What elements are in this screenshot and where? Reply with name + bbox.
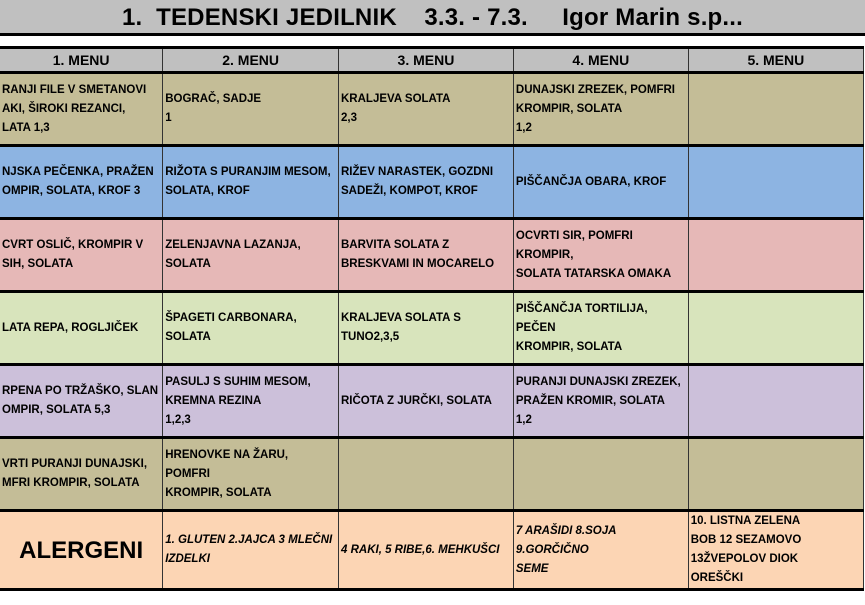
cell: PIŠČANČJA TORTILIJA, PEČEN KROMPIR, SOLA… — [512, 291, 689, 366]
allergen-cell: 10. LISTNA ZELENA BOB 12 SEZAMOVO 13ŽVEP… — [687, 510, 865, 591]
cell — [687, 72, 865, 147]
cell — [687, 437, 865, 512]
table-row: CVRT OSLIČ, KROMPIR V SIH, SOLATA ZELENJA… — [0, 218, 865, 293]
cell: DUNAJSKI ZREZEK, POMFRI KROMPIR, SOLATA … — [512, 72, 689, 147]
cell: HRENOVKE NA ŽARU, POMFRI KROMPIR, SOLATA — [162, 437, 339, 512]
cell: PURANJI DUNAJSKI ZREZEK, PRAŽEN KROMIR, … — [512, 364, 689, 439]
cell: ŠPAGETI CARBONARA, SOLATA — [162, 291, 339, 366]
header-menu-1: 1. MENU — [0, 46, 164, 74]
header-menu-3: 3. MENU — [338, 46, 514, 74]
cell: BARVITA SOLATA Z BRESKVAMI IN MOCARELO — [338, 218, 514, 293]
allergens-row: ALERGENI 1. GLUTEN 2.JAJCA 3 MLEČNI IZDE… — [0, 510, 865, 591]
header-menu-4: 4. MENU — [512, 46, 689, 74]
header-row: 1. MENU 2. MENU 3. MENU 4. MENU 5. MENU — [0, 46, 865, 74]
allergen-cell: 1. GLUTEN 2.JAJCA 3 MLEČNI IZDELKI — [162, 510, 339, 591]
table-row: VRTI PURANJI DUNAJSKI, MFRI KROMPIR, SOL… — [0, 437, 865, 512]
cell: ZELENJAVNA LAZANJA, SOLATA — [162, 218, 339, 293]
menu-table: 1. MENU 2. MENU 3. MENU 4. MENU 5. MENU … — [0, 46, 865, 591]
table-row: RPENA PO TRŽAŠKO, SLAN OMPIR, SOLATA 5,3… — [0, 364, 865, 439]
allergen-cell: 7 ARAŠIDI 8.SOJA 9.GORČIČNO SEME — [512, 510, 689, 591]
cell: OCVRTI SIR, POMFRI KROMPIR, SOLATA TATAR… — [512, 218, 689, 293]
header-menu-2: 2. MENU — [162, 46, 339, 74]
cell: CVRT OSLIČ, KROMPIR V SIH, SOLATA — [2, 239, 144, 270]
cell: VRTI PURANJI DUNAJSKI, MFRI KROMPIR, SOL… — [2, 458, 148, 489]
allergens-label: ALERGENI — [0, 510, 164, 591]
cell: PIŠČANČJA OBARA, KROF — [512, 145, 689, 220]
header-menu-5: 5. MENU — [687, 46, 865, 74]
cell: RIŽOTA S PURANJIM MESOM, SOLATA, KROF — [162, 145, 339, 220]
cell — [687, 218, 865, 293]
cell — [687, 364, 865, 439]
cell — [338, 437, 514, 512]
cell: RPENA PO TRŽAŠKO, SLAN OMPIR, SOLATA 5,3 — [2, 385, 159, 416]
cell: RIŽEV NARASTEK, GOZDNI SADEŽI, KOMPOT, K… — [338, 145, 514, 220]
cell: RIČOTA Z JURČKI, SOLATA — [338, 364, 514, 439]
cell: BOGRAČ, SADJE 1 — [162, 72, 339, 147]
cell: NJSKA PEČENKA, PRAŽEN OMPIR, SOLATA, KRO… — [2, 166, 154, 197]
cell — [687, 291, 865, 366]
cell: KRALJEVA SOLATA 2,3 — [338, 72, 514, 147]
cell: LATA REPA, ROGLJIČEK — [2, 321, 139, 334]
page-title: 1. TEDENSKI JEDILNIK 3.3. - 7.3. Igor Ma… — [0, 0, 865, 36]
cell: RANJI FILE V SMETANOVI AKI, ŠIROKI REZAN… — [2, 83, 147, 134]
allergen-cell: 4 RAKI, 5 RIBE,6. MEHKUŠCI — [338, 510, 514, 591]
cell: PASULJ S SUHIM MESOM, KREMNA REZINA 1,2,… — [162, 364, 339, 439]
table-row: LATA REPA, ROGLJIČEK ŠPAGETI CARBONARA, S… — [0, 291, 865, 366]
cell: KRALJEVA SOLATA S TUNO2,3,5 — [338, 291, 514, 366]
cell — [512, 437, 689, 512]
table-row: RANJI FILE V SMETANOVI AKI, ŠIROKI REZAN… — [0, 72, 865, 147]
table-row: NJSKA PEČENKA, PRAŽEN OMPIR, SOLATA, KRO… — [0, 145, 865, 220]
cell — [687, 145, 865, 220]
